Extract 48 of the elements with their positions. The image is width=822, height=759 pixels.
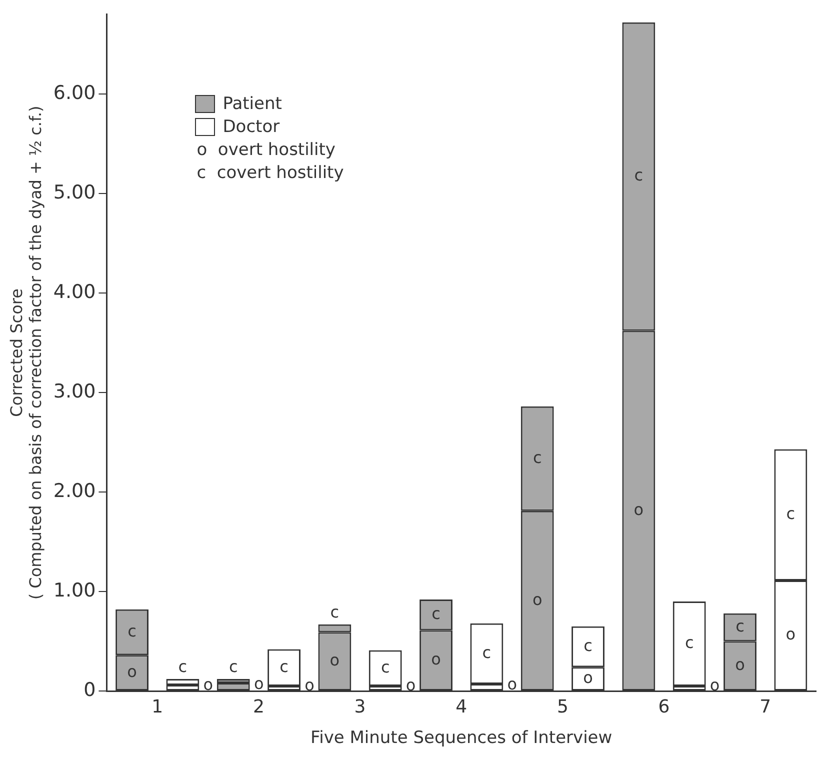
data-label: c — [684, 632, 694, 652]
data-label: c — [736, 616, 744, 636]
y-tick-label: 0 — [84, 678, 96, 701]
y-tick-label: 3.00 — [53, 380, 96, 402]
data-label: o — [203, 674, 214, 694]
x-tick-label: 7 — [760, 696, 772, 718]
data-label: c — [128, 621, 136, 640]
data-label: o — [431, 650, 441, 669]
data-label: o — [532, 590, 542, 609]
annotation: c covert hostility — [196, 162, 344, 184]
data-label: o — [330, 650, 340, 670]
data-label: c — [280, 656, 288, 676]
data-label: c — [634, 166, 644, 185]
y-tick-label: 1.00 — [53, 579, 96, 602]
x-tick-label: 3 — [354, 696, 366, 718]
data-label: o — [710, 675, 720, 694]
x-tick-label: 2 — [252, 696, 264, 718]
data-label: c — [532, 448, 542, 467]
x-tick-label: 4 — [456, 696, 468, 718]
data-label: c — [584, 636, 592, 655]
data-label: c — [432, 604, 440, 624]
data-label: o — [735, 655, 745, 674]
x-tick-label: 6 — [658, 696, 670, 718]
data-label: o — [786, 624, 796, 644]
data-label: o — [583, 668, 593, 687]
annotation: o overt hostility — [196, 138, 336, 161]
y-tick-label: 5.00 — [53, 181, 96, 204]
x-tick-label: 5 — [556, 696, 568, 718]
data-label: o — [304, 675, 314, 694]
data-label: o — [127, 662, 137, 681]
data-label: o — [634, 500, 644, 519]
y-tick-label: 2.00 — [53, 480, 96, 502]
data-label: o — [254, 674, 264, 693]
data-label: c — [482, 642, 492, 662]
data-label: c — [330, 602, 340, 622]
y-tick-label: 4.00 — [53, 280, 96, 303]
y-tick-label: 6.00 — [53, 82, 96, 104]
annotation: Doctor — [222, 116, 280, 138]
data-label: c — [228, 657, 238, 676]
annotation: Patient — [222, 92, 282, 115]
data-label: c — [380, 657, 390, 676]
data-label: c — [178, 657, 188, 676]
data-label: o — [406, 675, 416, 694]
x-axis-title: Five Minute Sequences of Interview — [310, 728, 612, 748]
x-tick-label: 1 — [152, 696, 164, 718]
data-label: o — [507, 674, 518, 694]
y-axis-title: Corrected Score ( Computed on basis of correction factor of the dyad + ½ c.f.) — [6, 106, 45, 600]
data-label: c — [786, 504, 796, 524]
